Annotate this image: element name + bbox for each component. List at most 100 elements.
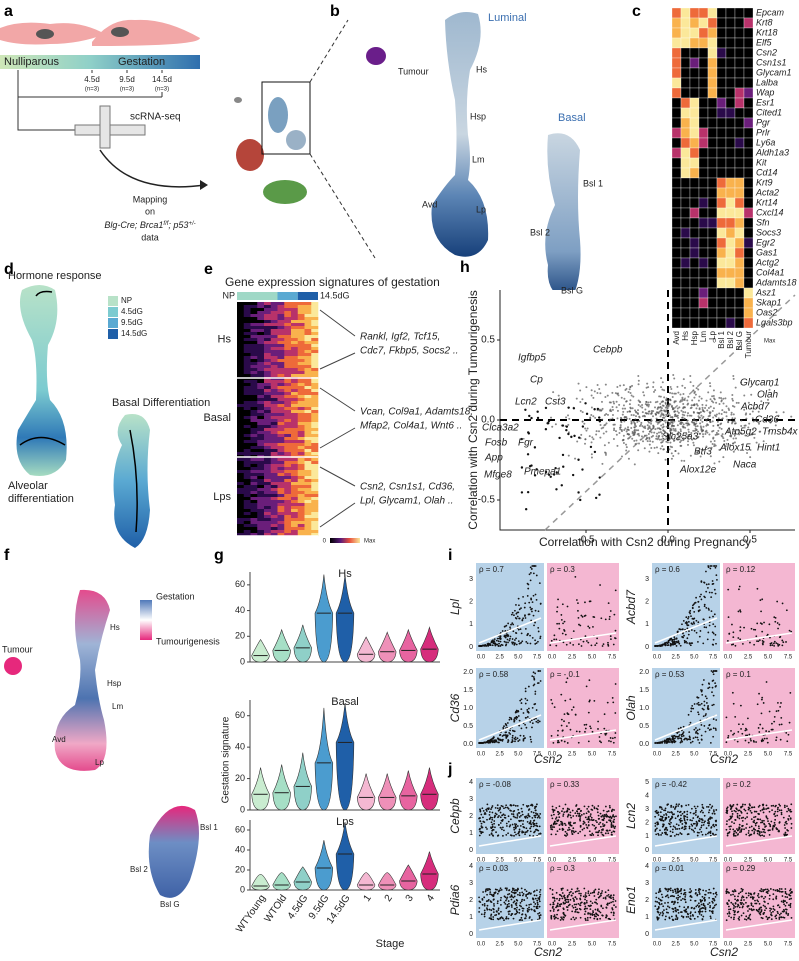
heat-cell [716,117,727,129]
heat-cell [689,147,700,159]
heat-cell [671,287,682,299]
point [760,400,763,403]
point [513,718,516,721]
point [694,393,697,396]
heat-cell [264,305,272,309]
heat-cell [243,344,251,348]
heat-cell [311,305,319,309]
point [659,811,662,814]
point [526,490,530,494]
point [687,440,690,443]
point [620,428,623,431]
heat-cell [698,317,709,329]
point [634,418,637,421]
point [513,614,515,617]
gene-label: Actg2 [755,257,779,267]
heat-cell [297,500,305,504]
point [777,644,780,647]
point [680,436,683,439]
point [616,417,619,420]
point [667,640,670,643]
point [537,670,540,672]
point [504,734,507,736]
heat-cell [689,237,700,249]
heat-cell [291,380,299,384]
heat-cell [311,470,319,474]
heat-cell [311,461,319,465]
point [743,626,745,629]
point [517,628,520,631]
point [555,822,558,825]
heat-cell [237,482,245,486]
point [701,683,704,686]
point [572,706,575,709]
heat-cell [680,127,691,139]
heat-cell [297,470,305,474]
heat-cell [243,503,251,507]
point [767,829,770,832]
point [645,434,648,437]
point [777,627,779,630]
point [631,437,634,440]
point [710,826,713,828]
point [481,898,484,901]
point [492,898,495,901]
gene-label: Fgr [518,438,534,449]
point [756,703,759,706]
heat-cell [671,237,682,249]
point [705,399,708,402]
point [689,609,692,612]
point [520,807,523,810]
point [619,424,622,427]
point [755,741,757,743]
point [679,400,682,403]
heat-cell [725,177,736,189]
gene-label: Esr1 [756,97,775,107]
heat-cell [291,440,299,444]
heat-cell [698,297,709,309]
point [579,815,582,818]
violin [399,770,418,811]
point [563,811,566,813]
heat-cell [291,320,299,324]
point [579,830,582,833]
point [623,420,626,423]
label: Tumour [2,644,33,654]
point [565,428,568,432]
point [663,831,666,834]
violin [378,631,397,663]
heat-cell [243,350,251,354]
point [692,817,695,819]
point [592,438,595,441]
heat-cell [250,359,258,363]
heat-cell [284,305,292,309]
heat-cell [304,533,312,537]
heat-cell [291,503,299,507]
heat-cell [277,440,285,444]
point [482,816,484,819]
heat-cell [237,422,245,426]
point [746,734,749,737]
point [731,813,734,815]
heat-cell [716,247,727,259]
gene-list: Vcan, Col9a1, Adamts18, [360,407,473,418]
point [788,809,790,812]
x-tick-label: WTOld [263,893,290,925]
point [502,734,505,737]
heat-cell [284,494,292,498]
point [515,823,518,826]
point [527,809,530,811]
heat-cell [250,422,258,426]
heat-cell [277,506,285,510]
point [722,397,725,400]
point [741,642,744,645]
point [486,803,489,806]
heat-cell [270,338,278,342]
point [712,395,715,398]
point [703,605,706,608]
x-tick-label: 0.0 [548,655,557,661]
point [599,825,602,828]
heat-cell [680,217,691,229]
heat-cell [304,305,312,309]
label: Gestation [118,56,165,68]
